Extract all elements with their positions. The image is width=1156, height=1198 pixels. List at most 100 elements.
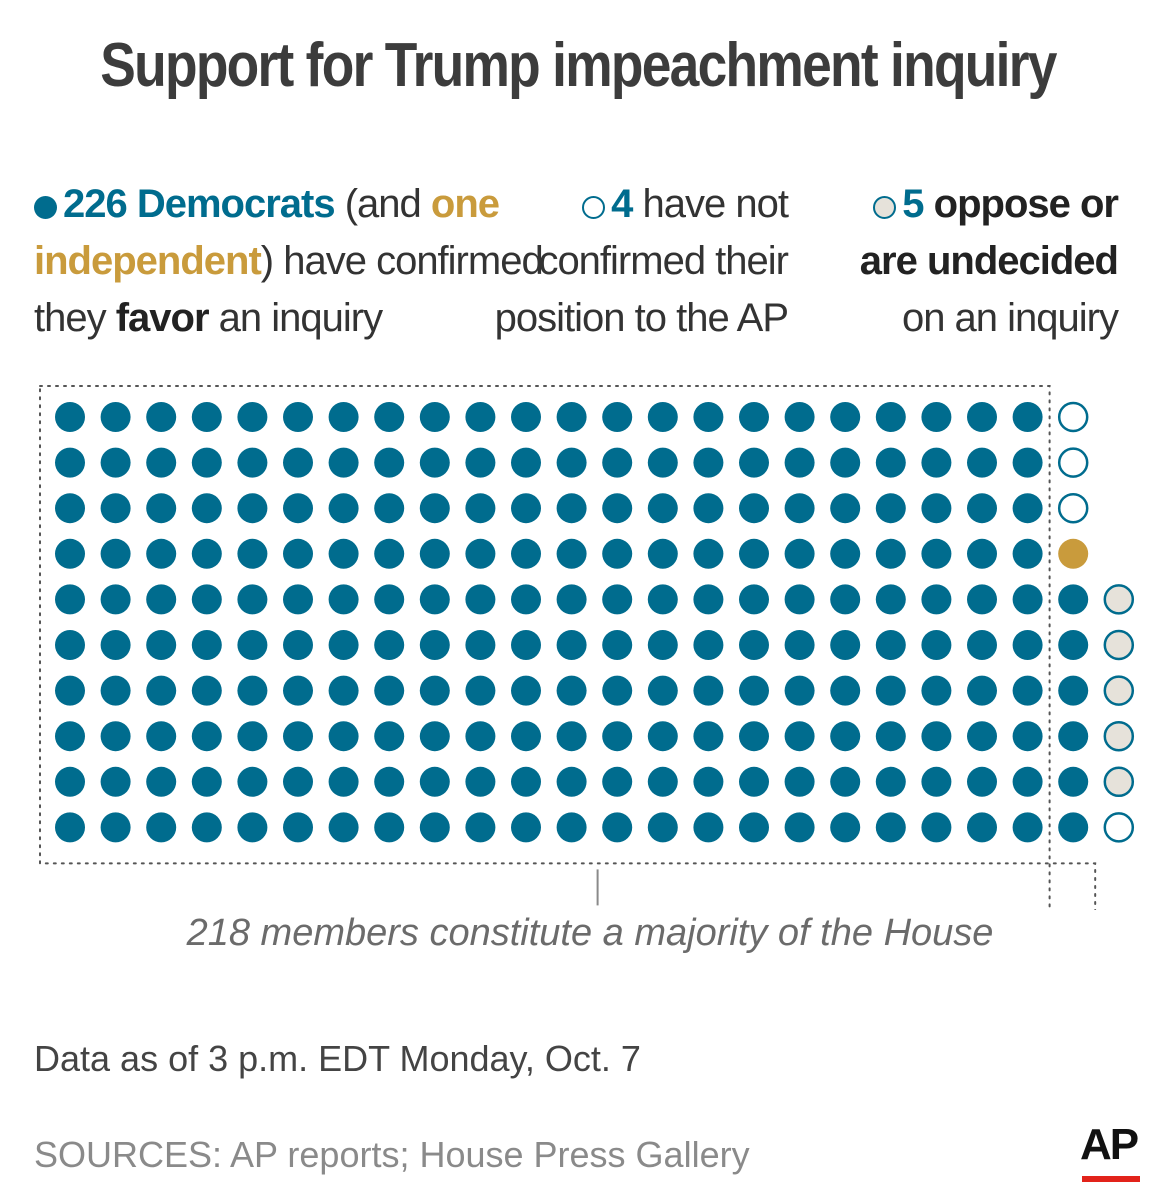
democrat-dot — [921, 402, 952, 432]
democrat-dot — [602, 721, 633, 752]
democrat-dot — [55, 766, 85, 797]
democrat-dot — [374, 675, 405, 706]
democrat-dot — [1012, 721, 1043, 752]
democrat-dot — [875, 675, 906, 706]
democrat-dot — [283, 402, 313, 432]
oppose-dot — [1103, 584, 1135, 615]
democrat-dot — [55, 630, 85, 660]
majority-annotation: 218 members constitute a majority of the… — [186, 912, 994, 954]
data-as-of: Data as of 3 p.m. EDT Monday, Oct. 7 — [34, 1038, 641, 1079]
ap-logo-underline — [1082, 1176, 1140, 1182]
democrat-dot — [556, 812, 587, 843]
democrat-dot — [921, 493, 952, 524]
democrat-dot — [693, 538, 724, 569]
democrat-dot — [237, 584, 268, 615]
democrat-dot — [191, 675, 222, 706]
democrat-dot — [602, 584, 633, 615]
democrat-dot — [647, 766, 678, 797]
democrat-dot — [511, 721, 541, 752]
legend-oppose-line3: on an inquiry — [901, 296, 1119, 340]
democrat-dot — [1012, 630, 1043, 660]
democrat-dot — [465, 402, 496, 432]
democrat-dot — [100, 402, 131, 432]
democrat-dot — [875, 447, 906, 478]
legend-favor-line2: independent) have confirmed — [34, 233, 544, 290]
democrat-dot — [693, 402, 724, 432]
democrat-dot — [830, 538, 861, 569]
democrat-dot — [647, 402, 678, 432]
democrat-dot — [374, 812, 405, 843]
democrat-dot — [146, 402, 177, 432]
democrat-dot — [602, 538, 633, 569]
democrat-dot — [465, 721, 496, 752]
democrat-dot — [465, 447, 496, 478]
democrat-dot — [283, 447, 313, 478]
democrat-dot — [602, 630, 633, 660]
democrat-dot — [647, 447, 678, 478]
unconfirmed-dot — [1103, 812, 1135, 843]
democrat-dot — [739, 584, 769, 615]
democrat-dot — [602, 675, 633, 706]
democrat-dot — [967, 447, 997, 478]
democrat-dot — [511, 584, 541, 615]
democrat-dot — [602, 493, 633, 524]
democrat-dot — [967, 766, 997, 797]
democrat-dot — [647, 721, 678, 752]
democrat-dot — [1012, 493, 1043, 524]
democrat-dot — [283, 812, 313, 843]
democrat-dot — [830, 766, 861, 797]
democrat-dot — [556, 402, 587, 432]
democrat-dot — [146, 675, 177, 706]
legend-unconfirmed: 4 have not confirmed their position to t… — [495, 176, 789, 347]
democrat-dot — [830, 675, 861, 706]
democrat-dot — [511, 675, 541, 706]
democrat-dot — [784, 812, 815, 843]
democrat-dot — [465, 584, 496, 615]
democrat-dot — [647, 675, 678, 706]
democrat-dot — [237, 675, 268, 706]
democrat-dot — [921, 812, 952, 843]
democrat-dot — [146, 630, 177, 660]
democrat-dot — [556, 721, 587, 752]
democrat-dot — [556, 584, 587, 615]
democrat-dot — [328, 630, 359, 660]
ap-logo: AP — [1080, 1120, 1139, 1169]
democrat-dot — [283, 630, 313, 660]
democrat-dot — [465, 812, 496, 843]
democrat-dot — [146, 584, 177, 615]
democrat-dot — [191, 402, 222, 432]
democrat-dot — [374, 584, 405, 615]
democrat-dot — [419, 675, 450, 706]
democrat-dot — [967, 493, 997, 524]
democrat-dot — [283, 721, 313, 752]
democrat-dot — [556, 675, 587, 706]
legend-oppose-line2: are undecided — [859, 239, 1119, 283]
democrat-dot — [191, 721, 222, 752]
legend-oppose-line1-text: oppose or — [923, 182, 1119, 226]
democrat-dot — [784, 766, 815, 797]
legend-oppose-count: 5 — [902, 182, 924, 226]
democrat-dot — [237, 493, 268, 524]
democrat-dot — [55, 812, 85, 843]
democrat-dot — [921, 630, 952, 660]
democrat-dot — [556, 630, 587, 660]
legend-favor: 226 Democrats (and one independent) have… — [34, 176, 544, 347]
democrat-dot — [647, 538, 678, 569]
legend-unconfirmed-count: 4 — [611, 182, 633, 226]
democrat-dot — [374, 493, 405, 524]
democrat-dot — [693, 493, 724, 524]
unconfirmed-dot — [1057, 447, 1089, 478]
democrat-dot — [328, 447, 359, 478]
democrat-dot — [100, 584, 131, 615]
democrat-dot — [419, 766, 450, 797]
democrat-dot — [875, 721, 906, 752]
democrat-dot — [602, 766, 633, 797]
democrat-dot — [693, 675, 724, 706]
democrat-dot — [693, 766, 724, 797]
democrat-dot — [100, 493, 131, 524]
democrat-dot — [693, 721, 724, 752]
democrat-dot — [419, 447, 450, 478]
democrat-dot — [1012, 675, 1043, 706]
democrat-dot — [1012, 766, 1043, 797]
democrat-dot — [1058, 630, 1089, 660]
